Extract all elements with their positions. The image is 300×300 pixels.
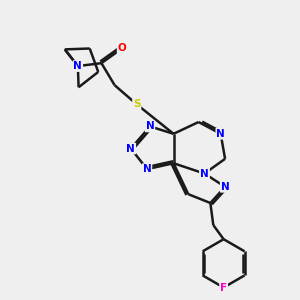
Text: N: N — [200, 169, 209, 178]
Text: N: N — [200, 169, 209, 178]
Text: O: O — [118, 44, 126, 53]
Text: F: F — [220, 283, 227, 292]
Text: N: N — [127, 143, 135, 154]
Text: N: N — [216, 129, 225, 139]
Text: N: N — [221, 182, 230, 192]
Text: N: N — [74, 61, 82, 71]
Text: S: S — [133, 99, 140, 110]
Text: N: N — [146, 122, 154, 131]
Text: N: N — [143, 164, 152, 174]
